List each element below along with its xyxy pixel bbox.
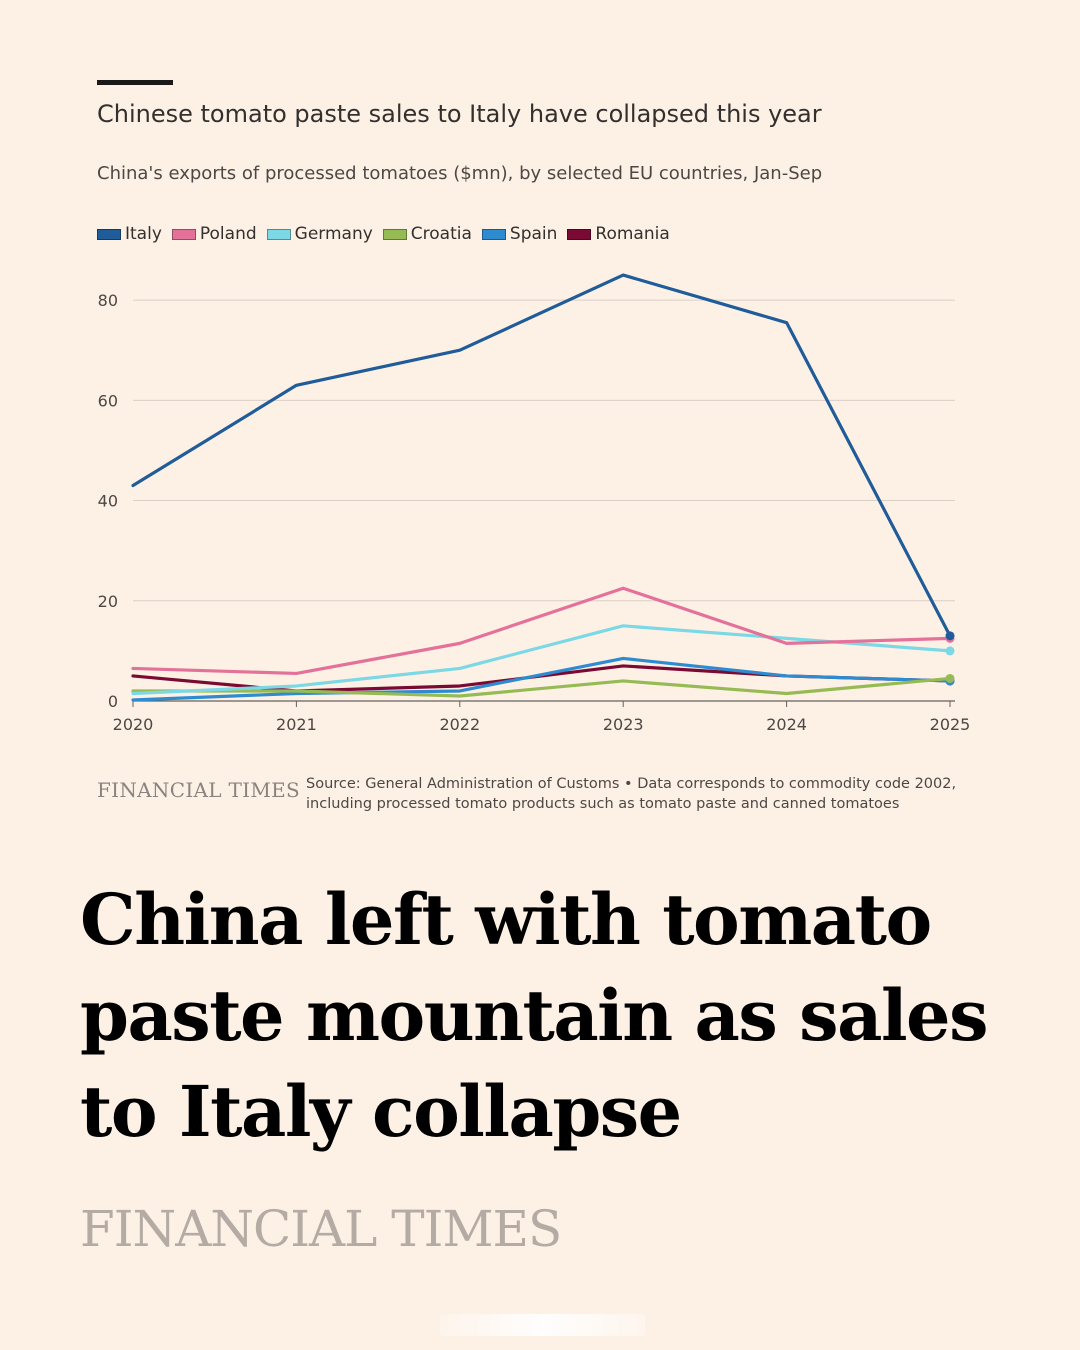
legend-swatch-italy — [97, 228, 121, 240]
chart-source-note: Source: General Administration of Custom… — [306, 776, 957, 812]
series-line-croatia — [131, 676, 952, 698]
chart-card — [60, 60, 1020, 830]
series-end-point-italy — [945, 631, 955, 641]
series-line-spain — [131, 656, 952, 702]
line-chart: 0 20 40 60 80 2020 2021 2022 2023 2024 2025 — [98, 273, 971, 734]
legend-item-poland: Poland — [171, 224, 257, 244]
legend-label-italy: Italy — [125, 224, 162, 244]
legend-item-romania: Romania — [567, 224, 670, 244]
legend-item-italy: Italy — [97, 224, 162, 244]
legend-swatch-spain — [481, 228, 506, 240]
x-tick-label-2021: 2021 — [276, 715, 317, 734]
legend-item-spain: Spain — [481, 224, 558, 244]
legend-label-spain: Spain — [509, 224, 558, 244]
publisher-logo: FINANCIAL TIMES — [80, 1200, 562, 1258]
series-line-italy — [131, 273, 952, 638]
y-tick-label-80: 80 — [98, 291, 118, 310]
series-end-point-croatia — [945, 673, 955, 683]
legend-label-romania: Romania — [595, 224, 670, 244]
x-tick-label-2022: 2022 — [439, 715, 480, 734]
legend-swatch-romania — [567, 228, 592, 240]
legend-label-croatia: Croatia — [410, 224, 472, 244]
legend-label-germany: Germany — [294, 224, 373, 244]
series-line-germany — [131, 624, 952, 696]
article-headline: China left with tomato paste mountain as… — [80, 878, 988, 1153]
legend-item-germany: Germany — [266, 224, 373, 244]
series-line-poland — [131, 586, 952, 676]
legend-label-poland: Poland — [199, 224, 257, 244]
x-tick-label-2025: 2025 — [930, 715, 971, 734]
y-tick-label-60: 60 — [98, 391, 118, 410]
series-end-point-germany — [945, 646, 955, 656]
chart-legend: Italy Poland Germany Croatia Spain Romania — [97, 224, 670, 244]
watermark — [440, 1314, 645, 1336]
legend-swatch-germany — [266, 228, 291, 240]
y-tick-label-0: 0 — [108, 692, 118, 711]
chart-brand-logo: FINANCIAL TIMES — [97, 778, 301, 802]
x-tick-label-2023: 2023 — [603, 715, 644, 734]
y-tick-label-20: 20 — [98, 592, 118, 611]
title-rule — [97, 80, 173, 85]
y-tick-label-40: 40 — [98, 492, 118, 511]
chart-title: Chinese tomato paste sales to Italy have… — [97, 100, 822, 128]
legend-swatch-croatia — [382, 228, 407, 240]
legend-swatch-poland — [171, 228, 196, 240]
chart-subtitle: China's exports of processed tomatoes ($… — [97, 163, 823, 184]
x-tick-label-2024: 2024 — [766, 715, 807, 734]
legend-item-croatia: Croatia — [382, 224, 472, 244]
x-tick-label-2020: 2020 — [113, 715, 154, 734]
